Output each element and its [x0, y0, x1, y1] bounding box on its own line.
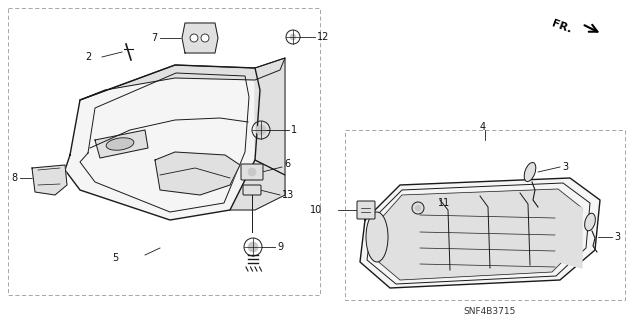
- Ellipse shape: [584, 213, 595, 231]
- Ellipse shape: [366, 212, 388, 262]
- Text: 12: 12: [317, 32, 330, 42]
- Polygon shape: [182, 23, 218, 53]
- Polygon shape: [560, 200, 582, 268]
- Polygon shape: [95, 130, 148, 158]
- Text: 6: 6: [284, 159, 290, 169]
- Polygon shape: [255, 58, 285, 175]
- Circle shape: [248, 242, 258, 252]
- Text: 3: 3: [562, 162, 568, 172]
- Circle shape: [256, 125, 266, 135]
- Text: 11: 11: [438, 198, 451, 208]
- Circle shape: [201, 34, 209, 42]
- Ellipse shape: [106, 138, 134, 150]
- Text: FR.: FR.: [550, 19, 573, 35]
- Polygon shape: [374, 189, 582, 280]
- Text: 7: 7: [151, 33, 157, 43]
- Ellipse shape: [524, 162, 536, 182]
- Text: 1: 1: [291, 125, 297, 135]
- Text: 5: 5: [112, 253, 118, 263]
- FancyBboxPatch shape: [357, 201, 375, 219]
- Circle shape: [290, 34, 296, 40]
- Text: 4: 4: [480, 122, 486, 132]
- Polygon shape: [230, 160, 285, 210]
- Circle shape: [190, 34, 198, 42]
- Text: SNF4B3715: SNF4B3715: [464, 308, 516, 316]
- Text: 13: 13: [282, 190, 294, 200]
- Polygon shape: [65, 65, 260, 220]
- FancyBboxPatch shape: [241, 164, 263, 180]
- Circle shape: [248, 168, 256, 176]
- Polygon shape: [80, 58, 285, 100]
- Circle shape: [415, 205, 421, 211]
- FancyBboxPatch shape: [243, 185, 261, 195]
- Polygon shape: [155, 152, 240, 195]
- Text: 8: 8: [11, 173, 17, 183]
- Polygon shape: [32, 165, 67, 195]
- Text: 9: 9: [277, 242, 283, 252]
- Polygon shape: [360, 178, 600, 288]
- Text: 2: 2: [86, 52, 92, 62]
- Text: 10: 10: [310, 205, 322, 215]
- Text: 3: 3: [614, 232, 620, 242]
